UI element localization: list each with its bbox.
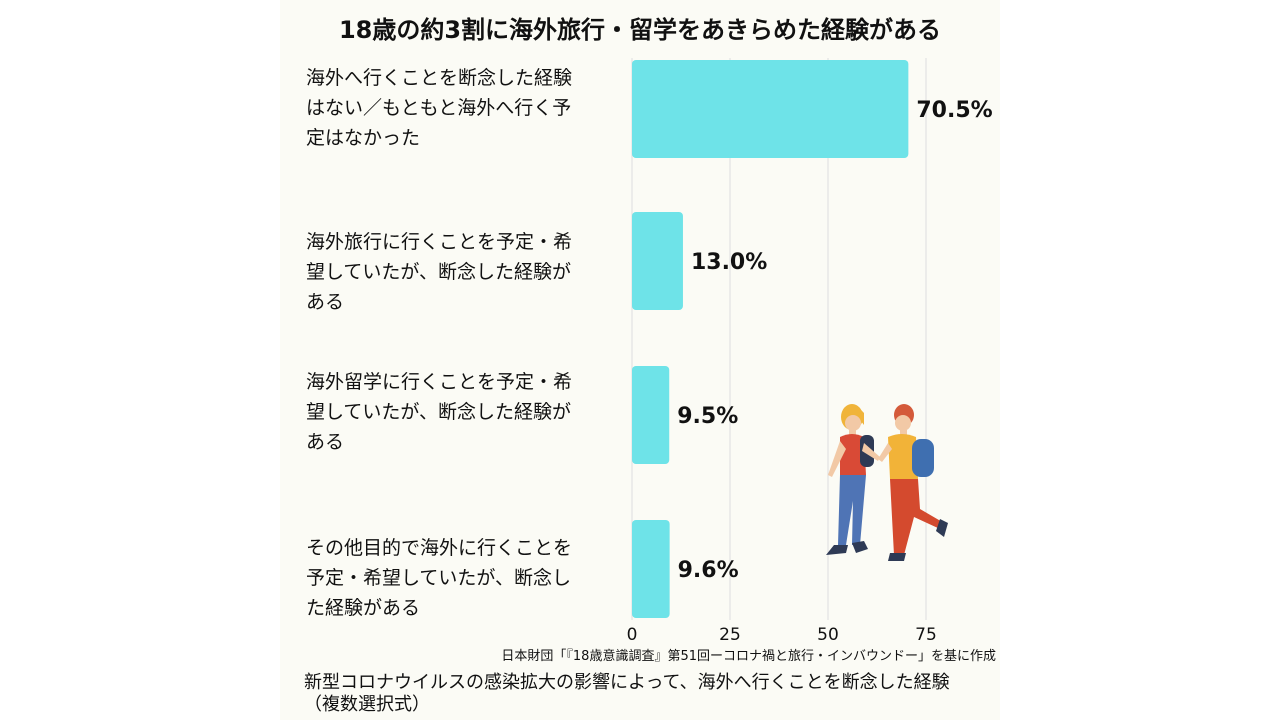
chart-title: 18歳の約3割に海外旅行・留学をあきらめた経験がある (338, 16, 942, 44)
bar-value-label: 9.6% (678, 558, 739, 583)
bar-chart-plot: 70.5% 13.0% 9.5% 9.6% 0 25 50 75 (627, 58, 993, 645)
bar-value-label: 13.0% (691, 250, 767, 275)
category-label-line: 海外留学に行くことを予定・希 (306, 371, 573, 393)
category-label-line: 望していたが、断念した経験が (306, 261, 572, 283)
category-label-line: はない／もともと海外へ行く予 (306, 97, 572, 119)
category-label-line: 海外旅行に行くことを予定・希 (306, 231, 573, 253)
caption-line: 新型コロナウイルスの感染拡大の影響によって、海外へ行くことを断念した経験 (304, 672, 950, 693)
caption-line: （複数選択式） (304, 694, 430, 715)
x-tick-label: 50 (817, 625, 839, 645)
two-travelers-walking-icon (826, 404, 948, 561)
category-label-line: その他目的で海外に行くことを (306, 537, 573, 559)
infographic-canvas: 18歳の約3割に海外旅行・留学をあきらめた経験がある 海外へ行くことを断念した経… (280, 0, 1000, 720)
category-label-4: その他目的で海外に行くことを 予定・希望していたが、断念し た経験がある (306, 533, 626, 623)
bar (632, 366, 670, 464)
category-label-line: 定はなかった (306, 127, 421, 149)
x-tick-label: 0 (627, 625, 638, 645)
category-label-3: 海外留学に行くことを予定・希 望していたが、断念した経験が ある (306, 367, 626, 457)
chart-caption: 新型コロナウイルスの感染拡大の影響によって、海外へ行くことを断念した経験 （複数… (304, 672, 950, 716)
value-labels: 70.5% 13.0% 9.5% 9.6% (677, 98, 992, 583)
category-label-line: 予定・希望していたが、断念し (306, 567, 572, 589)
category-label-line: ある (306, 291, 345, 313)
bar-value-label: 9.5% (677, 404, 738, 429)
source-note: 日本財団「『18歳意識調査』第51回ーコロナ禍と旅行・インバウンドー」を基に作成 (501, 649, 996, 664)
bar (632, 60, 909, 158)
bars (632, 60, 909, 618)
bar (632, 520, 670, 618)
bar-value-label: 70.5% (916, 98, 992, 123)
category-label-line: た経験がある (306, 597, 421, 619)
category-label-2: 海外旅行に行くことを予定・希 望していたが、断念した経験が ある (306, 227, 626, 317)
category-label-line: 海外へ行くことを断念した経験 (306, 67, 573, 89)
category-label-line: ある (306, 431, 345, 453)
category-label-1: 海外へ行くことを断念した経験 はない／もともと海外へ行く予 定はなかった (306, 63, 626, 153)
x-tick-labels: 0 25 50 75 (627, 625, 937, 645)
x-tick-label: 75 (915, 625, 937, 645)
category-label-line: 望していたが、断念した経験が (306, 401, 572, 423)
bar (632, 212, 683, 310)
x-tick-label: 25 (719, 625, 741, 645)
